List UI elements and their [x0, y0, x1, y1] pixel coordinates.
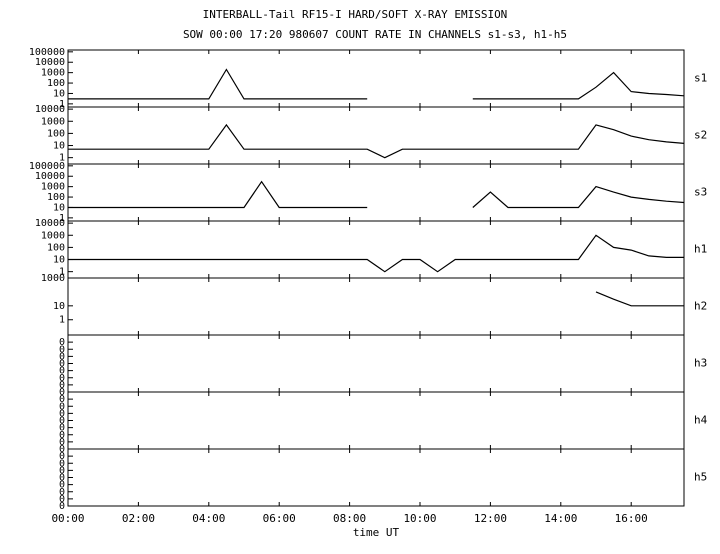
y-tick-label: 100	[47, 78, 65, 89]
x-tick-label: 16:00	[615, 512, 648, 525]
y-tick-label: 0	[59, 465, 65, 476]
y-tick-label: 0	[59, 394, 65, 405]
y-tick-label: 0	[59, 408, 65, 419]
y-tick-label: 0	[59, 351, 65, 362]
y-tick-label: 0	[59, 423, 65, 434]
y-tick-label: 0	[59, 473, 65, 484]
y-tick-label: 0	[59, 373, 65, 384]
y-tick-label: 0	[59, 344, 65, 355]
panel-label: h5	[694, 471, 707, 484]
y-tick-label: 0	[59, 387, 65, 398]
y-tick-label: 0	[59, 430, 65, 441]
y-tick-label: 0	[59, 380, 65, 391]
y-tick-label: 10	[53, 202, 65, 213]
x-tick-label: 10:00	[403, 512, 436, 525]
y-tick-label: 10000	[35, 104, 65, 115]
y-tick-label: 0	[59, 401, 65, 412]
y-tick-label: 1000	[41, 182, 65, 193]
y-tick-label: 10000	[35, 218, 65, 229]
panel-label: h4	[694, 414, 708, 427]
y-tick-label: 0	[59, 501, 65, 512]
x-tick-label: 08:00	[333, 512, 366, 525]
y-tick-label: 0	[59, 480, 65, 491]
data-line	[68, 68, 685, 100]
y-tick-label: 0	[59, 458, 65, 469]
y-tick-label: 10	[53, 255, 65, 266]
x-tick-label: 00:00	[51, 512, 84, 525]
y-tick-label: 1	[59, 213, 65, 224]
y-tick-label: 0	[59, 494, 65, 505]
panel-label: h1	[694, 243, 707, 256]
y-tick-label: 1000	[41, 273, 65, 284]
x-tick-label: 04:00	[192, 512, 225, 525]
y-tick-label: 1	[59, 99, 65, 110]
panel-label: s1	[694, 72, 707, 85]
y-tick-label: 100	[47, 128, 65, 139]
panel-label: h3	[694, 357, 707, 370]
y-tick-label: 10000	[35, 171, 65, 182]
y-tick-label: 10	[53, 301, 65, 312]
y-tick-label: 0	[59, 416, 65, 427]
x-tick-label: 14:00	[544, 512, 577, 525]
y-tick-label: 0	[59, 444, 65, 455]
y-tick-label: 100000	[29, 161, 65, 172]
y-tick-label: 0	[59, 487, 65, 498]
data-line	[595, 291, 684, 307]
data-line	[68, 234, 684, 273]
x-tick-label: 02:00	[122, 512, 155, 525]
y-tick-label: 1000	[41, 68, 65, 79]
y-tick-label: 0	[59, 451, 65, 462]
y-tick-label: 10	[53, 141, 65, 152]
panel-label: s2	[694, 129, 707, 142]
y-tick-label: 0	[59, 366, 65, 377]
panel-label: s3	[694, 186, 707, 199]
y-tick-label: 0	[59, 437, 65, 448]
y-tick-label: 1	[59, 153, 65, 164]
y-tick-label: 0	[59, 337, 65, 348]
chart-title: INTERBALL-Tail RF15-I HARD/SOFT X-RAY EM…	[203, 8, 508, 21]
x-tick-label: 12:00	[474, 512, 507, 525]
y-tick-label: 10	[53, 88, 65, 99]
y-tick-label: 100	[47, 242, 65, 253]
y-tick-label: 1	[59, 267, 65, 278]
data-line	[68, 180, 685, 209]
y-tick-label: 100	[47, 192, 65, 203]
y-tick-label: 100000	[29, 47, 65, 58]
y-tick-label: 1000	[41, 230, 65, 241]
x-axis-label: time UT	[353, 526, 400, 539]
x-tick-label: 06:00	[263, 512, 296, 525]
y-tick-label: 10000	[35, 57, 65, 68]
data-line	[68, 123, 685, 159]
y-tick-label: 1	[59, 315, 65, 326]
y-tick-label: 1000	[41, 116, 65, 127]
panel-label: h2	[694, 300, 707, 313]
chart-subtitle: SOW 00:00 17:20 980607 COUNT RATE IN CHA…	[183, 28, 567, 41]
y-tick-label: 0	[59, 359, 65, 370]
